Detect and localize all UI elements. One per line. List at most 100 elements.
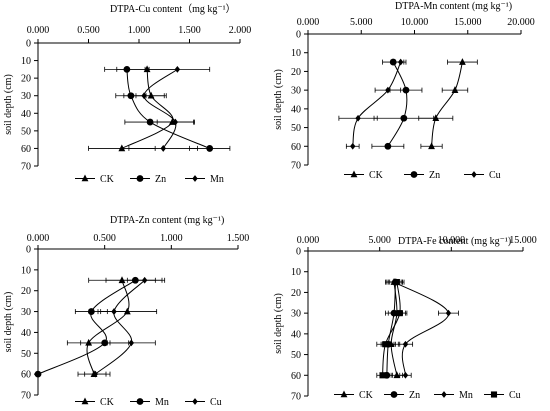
x-tick-label: 0.000 <box>27 233 50 244</box>
data-point <box>128 339 135 347</box>
x-tick-label: 0.500 <box>77 25 100 36</box>
data-point <box>206 145 214 152</box>
y-tick-label: 10 <box>291 267 301 278</box>
legend-entry-Zn: Zn <box>130 174 166 185</box>
x-tick-label: 1.000 <box>160 233 183 244</box>
y-tick-label: 30 <box>21 307 31 318</box>
data-point <box>428 142 435 150</box>
x-tick-label: 5.000 <box>350 17 373 28</box>
chart-title: DTPA-Cu content（mg kg⁻¹） <box>110 3 236 15</box>
x-tick-label: 15.000 <box>454 17 482 28</box>
data-point <box>379 372 386 379</box>
legend-entry-Mn: Mn <box>434 390 473 401</box>
series-line <box>143 68 178 149</box>
y-tick-label: 40 <box>291 329 301 340</box>
x-tick-label: 1.500 <box>227 233 250 244</box>
series-CK <box>418 58 478 150</box>
data-point <box>382 341 389 348</box>
x-tick-label: 1.000 <box>128 25 151 36</box>
legend-entry-CK: CK <box>75 174 115 185</box>
legend-label: Zn <box>409 390 420 401</box>
data-point <box>87 308 95 315</box>
series-Mn <box>386 278 459 379</box>
legend-entry-Mn: Mn <box>185 174 224 185</box>
y-tick-label: 0 <box>296 247 301 258</box>
x-tick-label: 2.000 <box>229 25 252 36</box>
chart-panel-3: DTPA-Zn content (mg kg⁻¹) 0.000 0.500 1.000… <box>3 215 249 408</box>
x-tick-label: 10.000 <box>438 235 466 246</box>
y-tick-label: 40 <box>21 109 31 120</box>
legend-entry-CK: CK <box>334 390 374 401</box>
legend-label: Mn <box>155 397 169 408</box>
data-point <box>397 58 404 66</box>
y-tick-label: 50 <box>21 349 31 360</box>
legend-marker <box>471 171 477 178</box>
legend-marker <box>350 170 358 178</box>
y-tick-label: 20 <box>291 288 301 299</box>
legend-label: Cu <box>210 397 222 408</box>
legend-marker <box>81 397 89 405</box>
x-tick-label: 5.000 <box>368 235 391 246</box>
series-line <box>126 69 210 149</box>
data-point <box>402 340 409 348</box>
x-tick-label: 0.500 <box>93 233 116 244</box>
legend-label: Mn <box>459 390 473 401</box>
x-tick-label: 0.000 <box>27 25 50 36</box>
y-tick-label: 50 <box>291 350 301 361</box>
data-point <box>160 145 166 152</box>
series-line <box>431 61 463 147</box>
y-tick-label: 60 <box>291 371 301 382</box>
y-tick-label: 50 <box>21 126 31 137</box>
y-tick-label: 0 <box>26 39 31 50</box>
legend-entry-CK: CK <box>344 170 384 181</box>
series-CK <box>88 65 195 152</box>
y-tick-label: 30 <box>291 86 301 97</box>
data-point <box>402 371 409 379</box>
chart-title: DTPA-Fe content (mg kg⁻¹) <box>398 236 511 247</box>
legend-marker <box>410 171 418 178</box>
chart-panel-2: DTPA-Mn content (mg kg⁻¹) 0.000 5.000 10.00… <box>273 1 535 181</box>
chart-panel-1: DTPA-Cu content（mg kg⁻¹） 0.000 0.500 1.000 1… <box>3 3 251 185</box>
legend-label: CK <box>369 170 384 181</box>
series-Zn <box>371 58 435 150</box>
y-tick-label: 0 <box>26 245 31 256</box>
series-line <box>121 69 174 149</box>
y-axis-label: soil depth (cm) <box>3 74 14 135</box>
y-tick-label: 0 <box>296 30 301 41</box>
series-line <box>387 61 408 147</box>
data-point <box>141 276 148 284</box>
y-tick-label: 70 <box>21 391 31 402</box>
legend-label: CK <box>100 397 115 408</box>
legend-marker <box>136 175 144 182</box>
data-point <box>402 86 410 94</box>
series-Cu <box>84 276 163 378</box>
data-point <box>92 370 99 378</box>
y-tick-label: 20 <box>21 74 31 85</box>
series-line <box>382 282 401 376</box>
legend-marker <box>390 391 398 398</box>
data-point <box>118 276 126 284</box>
data-point <box>445 309 452 317</box>
y-tick-label: 30 <box>21 91 31 102</box>
legend-marker <box>192 175 198 182</box>
data-point <box>101 339 109 347</box>
data-point <box>400 114 408 122</box>
data-point <box>389 58 397 66</box>
chart-panel-4: DTPA-Fe content (mg kg⁻¹) 0.000 5.000 10.00… <box>273 235 537 403</box>
chart-title: DTPA-Zn content (mg kg⁻¹) <box>110 215 224 226</box>
legend-entry-Zn: Zn <box>384 390 420 401</box>
legend-label: Cu <box>489 170 501 181</box>
y-tick-label: 10 <box>291 48 301 59</box>
series-line <box>95 279 146 375</box>
legend-label: Zn <box>429 170 440 181</box>
y-tick-label: 70 <box>21 162 31 173</box>
y-tick-label: 20 <box>291 67 301 78</box>
data-point <box>451 86 459 93</box>
series-line <box>86 280 130 375</box>
legend-label: Mn <box>210 174 224 185</box>
y-tick-label: 10 <box>21 265 31 276</box>
y-tick-label: 30 <box>291 309 301 320</box>
series-line <box>352 61 402 147</box>
y-axis-label: soil depth (cm) <box>273 69 284 130</box>
